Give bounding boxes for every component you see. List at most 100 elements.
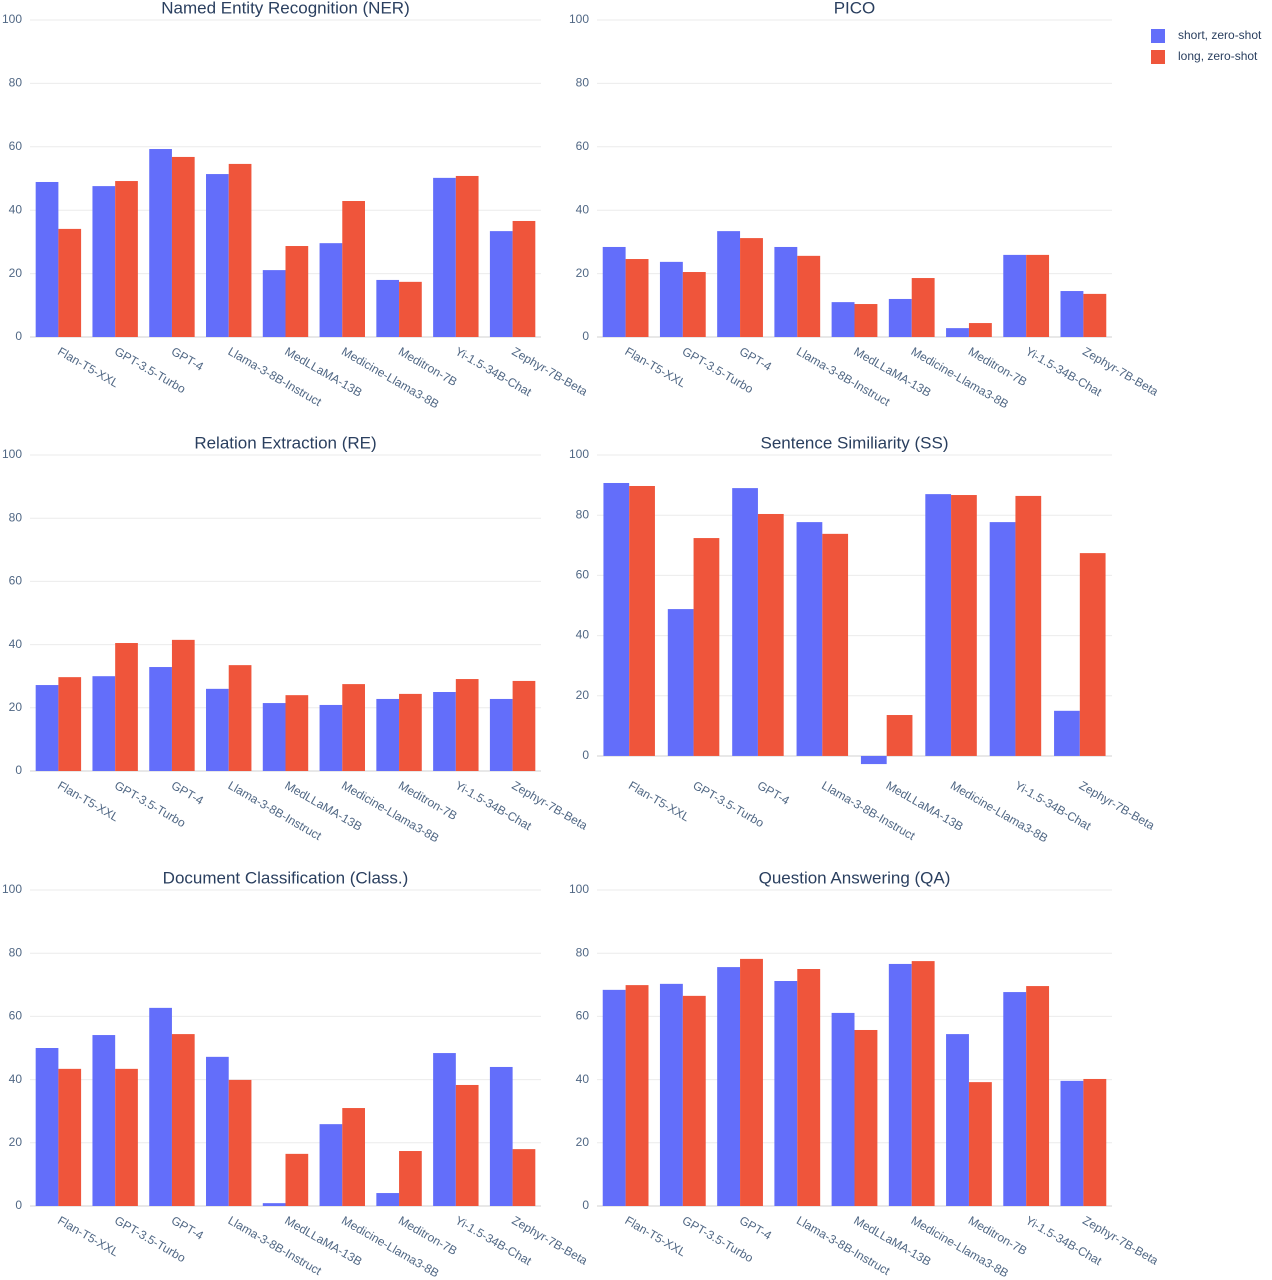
bar (262, 1203, 286, 1206)
bar (925, 494, 952, 756)
bar (115, 181, 138, 337)
bar (822, 533, 849, 756)
bar (740, 238, 763, 337)
x-tick-label: GPT-4 (169, 1213, 206, 1243)
legend-label: long, zero-shot (1178, 49, 1258, 63)
bar (1003, 992, 1027, 1206)
bar (228, 665, 252, 771)
bar (262, 703, 286, 771)
bar (682, 272, 706, 337)
y-tick-label: 80 (576, 76, 590, 90)
y-tick-label: 20 (9, 266, 23, 280)
bar (1083, 293, 1107, 337)
y-tick-label: 80 (9, 510, 23, 524)
bar (115, 643, 138, 771)
bar (946, 328, 969, 337)
bar (951, 495, 977, 756)
bar (1026, 254, 1050, 337)
bar (35, 1048, 59, 1206)
bar (602, 246, 626, 337)
bar (625, 259, 649, 337)
y-tick-label: 40 (576, 202, 590, 216)
bar (433, 1053, 456, 1206)
y-tick-label: 40 (9, 202, 23, 216)
y-tick-label: 60 (9, 139, 23, 153)
chart-title: Document Classification (Class.) (163, 868, 409, 887)
bar (740, 958, 763, 1206)
y-tick-label: 60 (576, 1009, 590, 1023)
bar (774, 246, 798, 337)
bar (602, 989, 626, 1206)
bar (376, 279, 400, 337)
bar (115, 1068, 138, 1206)
bar (512, 680, 536, 771)
y-tick-label: 40 (9, 637, 23, 651)
bar (717, 231, 741, 337)
bar (455, 1084, 479, 1206)
x-tick-label: Flan-T5-XXL (55, 344, 121, 390)
bar (171, 156, 195, 337)
x-tick-label: Llama-3-8B-Instruct (794, 344, 893, 409)
bar (717, 967, 741, 1206)
x-tick-label: Llama-3-8B-Instruct (226, 344, 325, 409)
bar (659, 983, 683, 1206)
bar (1060, 291, 1084, 337)
bar (888, 298, 912, 337)
y-tick-label: 0 (15, 1198, 22, 1212)
y-tick-label: 60 (9, 1009, 23, 1023)
bar (1054, 710, 1080, 756)
y-tick-label: 0 (582, 1198, 589, 1212)
bar (831, 302, 855, 337)
bar (285, 246, 309, 337)
bar (149, 1007, 172, 1206)
x-tick-label: Llama-3-8B-Instruct (226, 1213, 325, 1278)
x-tick-label: GPT-4 (755, 778, 792, 808)
y-tick-label: 60 (9, 574, 23, 588)
y-tick-label: 40 (576, 628, 590, 642)
bar (149, 667, 172, 771)
bar (92, 1035, 116, 1206)
x-tick-label: GPT-3.5-Turbo (690, 778, 766, 830)
x-tick-label: GPT-4 (169, 344, 206, 374)
chart-title: PICO (834, 0, 876, 17)
y-tick-label: 20 (576, 688, 590, 702)
bar (262, 270, 286, 337)
x-tick-label: Medicine-Llama3-8B (339, 778, 441, 845)
bar (58, 677, 82, 771)
chart-title: Named Entity Recognition (NER) (161, 0, 409, 17)
bar (171, 1034, 195, 1206)
bar (35, 685, 59, 771)
bar (667, 609, 694, 756)
bar (376, 698, 400, 771)
y-tick-label: 20 (576, 266, 590, 280)
x-tick-label: Flan-T5-XXL (626, 778, 692, 824)
bar (1015, 495, 1042, 756)
bar (285, 1153, 309, 1206)
bar (911, 961, 935, 1206)
bar (989, 522, 1016, 756)
y-tick-label: 40 (576, 1072, 590, 1086)
bar (399, 1151, 422, 1206)
x-tick-label: Flan-T5-XXL (55, 1213, 121, 1259)
y-tick-label: 100 (2, 882, 22, 896)
y-tick-label: 100 (2, 12, 22, 26)
y-tick-label: 0 (582, 329, 589, 343)
bar (693, 538, 720, 756)
bar (342, 1108, 365, 1206)
y-tick-label: 20 (9, 1135, 23, 1149)
legend-swatch (1151, 50, 1165, 64)
bar (399, 693, 422, 771)
bar (512, 220, 536, 337)
bar (206, 1056, 229, 1206)
y-tick-label: 60 (576, 139, 590, 153)
bar (860, 755, 887, 765)
bar (228, 163, 252, 337)
bar (319, 243, 343, 337)
bar (342, 201, 365, 337)
x-tick-label: Medicine-Llama3-8B (909, 344, 1011, 411)
bar (888, 963, 912, 1206)
bar (228, 1079, 252, 1206)
y-tick-label: 80 (9, 76, 23, 90)
bar (732, 488, 758, 756)
